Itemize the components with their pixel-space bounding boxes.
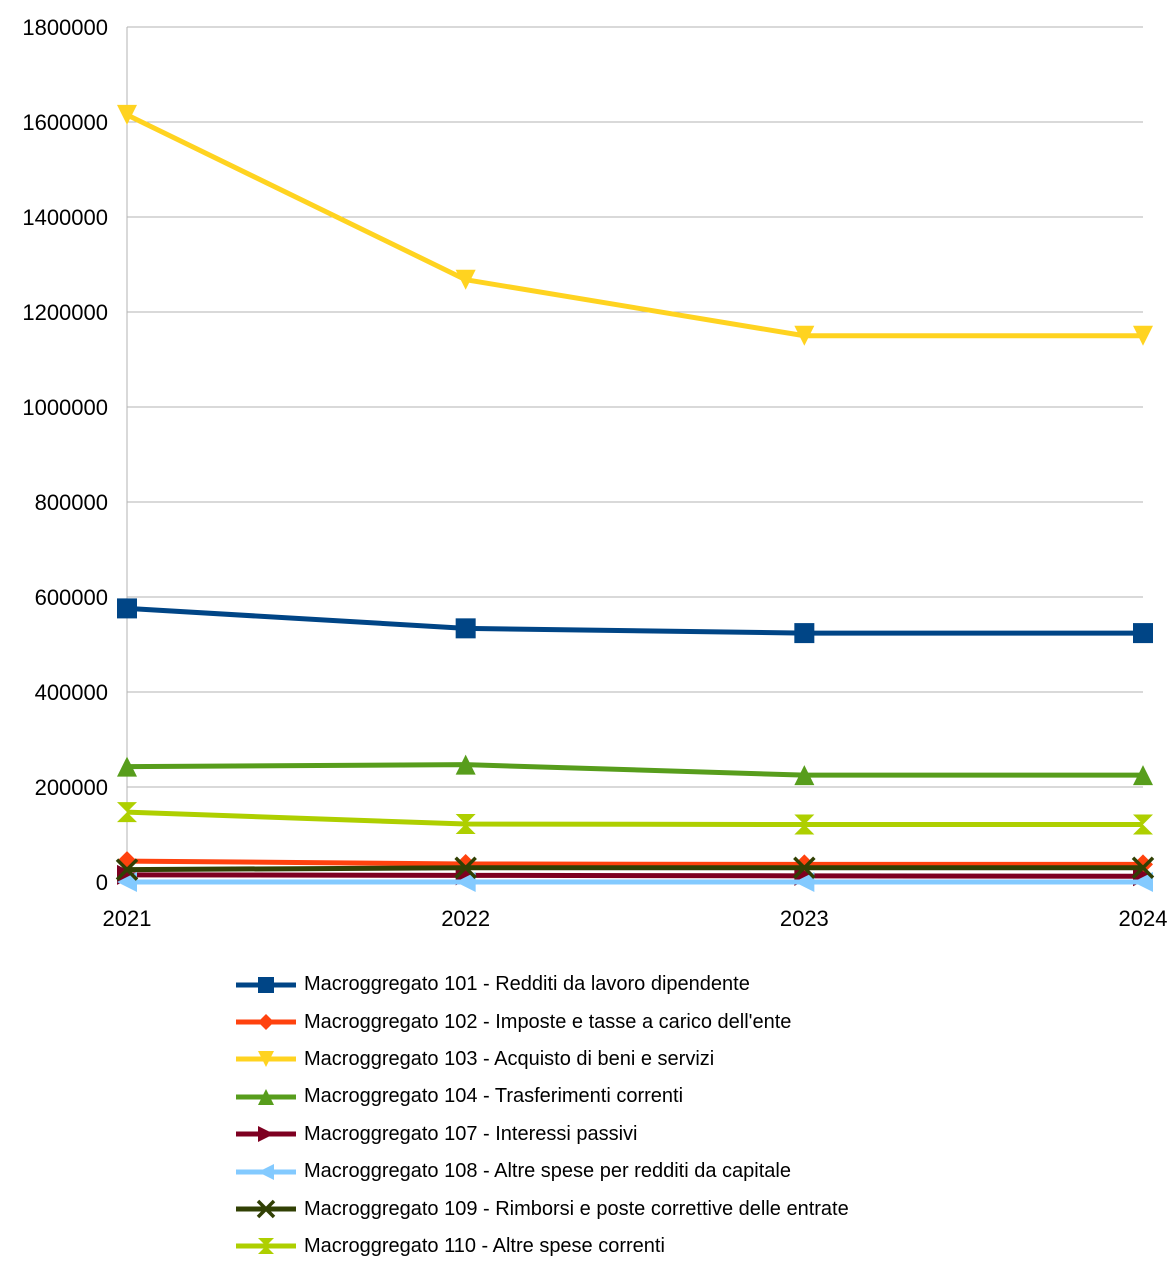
series-line [117, 104, 1153, 346]
data-point [455, 754, 476, 775]
series-path [126, 762, 1143, 778]
y-tick-label: 1600000 [22, 110, 108, 135]
data-point [117, 756, 137, 777]
series-line [117, 598, 1153, 644]
legend-label: Macroggregato 107 - Interessi passivi [304, 1122, 638, 1145]
series-line [117, 872, 1153, 892]
data-point [455, 872, 476, 892]
y-tick-label: 1000000 [22, 395, 108, 420]
legend-label: Macroggregato 104 - Trasferimenti corren… [304, 1085, 684, 1108]
y-tick-label: 400000 [35, 680, 108, 705]
series-path [126, 809, 1143, 828]
legend-label: Macroggregato 102 - Imposte e tasse a ca… [304, 1010, 792, 1033]
x-tick-label: 2021 [103, 906, 152, 931]
data-point [258, 976, 274, 993]
data-point [794, 814, 815, 835]
data-point [794, 872, 815, 892]
data-point [258, 1014, 274, 1031]
legend-item: Macroggregato 108 - Altre spese per redd… [236, 1153, 1136, 1190]
data-point [455, 814, 476, 835]
legend-swatch [236, 1238, 296, 1255]
legend-label: Macroggregato 108 - Altre spese per redd… [304, 1160, 791, 1183]
chart-plot: 0 200000 400000 600000 800000 1000000 1200000 1… [22, 15, 1168, 931]
data-point [258, 1051, 274, 1068]
data-point [455, 269, 476, 290]
legend-item: Macroggregato 104 - Trasferimenti corren… [236, 1078, 1136, 1115]
data-point [117, 598, 137, 619]
y-tick-label: 800000 [35, 490, 108, 515]
data-point [256, 1199, 276, 1219]
legend-item: Macroggregato 110 - Altre spese correnti [236, 1228, 1136, 1265]
data-point [793, 856, 816, 879]
y-tick-label: 200000 [35, 775, 108, 800]
legend-item: Macroggregato 101 - Redditi da lavoro di… [236, 966, 1136, 1003]
legend-item: Macroggregato 107 - Interessi passivi [236, 1116, 1136, 1153]
data-point [1133, 872, 1153, 892]
data-point [794, 623, 815, 644]
data-point [117, 104, 137, 125]
legend-swatch [236, 976, 296, 993]
data-point [258, 1238, 274, 1255]
legend-label: Macroggregato 101 - Redditi da lavoro di… [304, 973, 750, 996]
data-point [115, 858, 139, 881]
data-point [1133, 623, 1153, 644]
legend-label: Macroggregato 103 - Acquisto di beni e s… [304, 1047, 715, 1070]
series-path [126, 865, 1143, 873]
chart-legend: Macroggregato 101 - Redditi da lavoro di… [236, 966, 1136, 1265]
legend-swatch [236, 1014, 296, 1031]
legend-swatch [236, 1199, 296, 1219]
data-point [455, 618, 476, 639]
series-line [117, 754, 1153, 786]
legend-label: Macroggregato 110 - Altre spese correnti [304, 1234, 665, 1257]
data-point [1133, 814, 1153, 835]
y-tick-label: 1400000 [22, 205, 108, 230]
data-point [258, 1163, 274, 1180]
legend-swatch [236, 1163, 296, 1180]
y-tick-label: 0 [96, 870, 108, 895]
series-line [115, 856, 1155, 881]
series-path [126, 858, 1143, 867]
data-point [1131, 856, 1155, 879]
legend-swatch [236, 1051, 296, 1068]
series-path [125, 112, 1143, 339]
x-tick-label: 2023 [780, 906, 829, 931]
x-tick-label: 2022 [441, 906, 490, 931]
data-point [1133, 765, 1153, 786]
series-path [126, 605, 1143, 636]
legend-item: Macroggregato 102 - Imposte e tasse a ca… [236, 1003, 1136, 1040]
legend-swatch [236, 1088, 296, 1105]
series-line [117, 802, 1153, 835]
legend-label: Macroggregato 109 - Rimborsi e poste cor… [304, 1197, 849, 1220]
data-point [794, 325, 815, 346]
legend-item: Macroggregato 109 - Rimborsi e poste cor… [236, 1190, 1136, 1227]
y-tick-label: 1200000 [22, 300, 108, 325]
data-point [794, 765, 815, 786]
data-point [258, 1126, 274, 1143]
data-point [1133, 325, 1153, 346]
data-point [258, 1088, 274, 1105]
y-tick-label: 1800000 [22, 15, 108, 40]
legend-swatch [236, 1126, 296, 1143]
series-path [126, 872, 1144, 879]
data-point [117, 802, 137, 823]
x-tick-label: 2024 [1119, 906, 1168, 931]
legend-item: Macroggregato 103 - Acquisto di beni e s… [236, 1041, 1136, 1078]
data-point [454, 856, 477, 879]
y-tick-label: 600000 [35, 585, 108, 610]
